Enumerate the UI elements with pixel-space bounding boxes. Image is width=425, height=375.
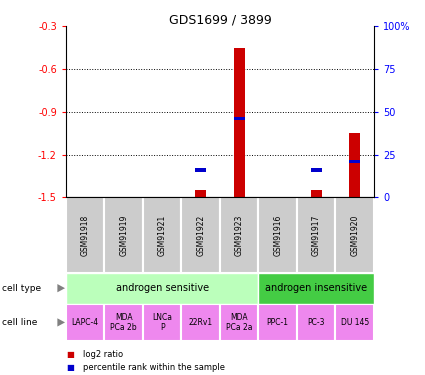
Text: GSM91918: GSM91918 bbox=[81, 214, 90, 256]
Bar bbox=[181, 304, 220, 341]
Bar bbox=[220, 304, 258, 341]
Bar bbox=[297, 198, 335, 273]
Text: LAPC-4: LAPC-4 bbox=[71, 318, 99, 327]
Text: GSM91921: GSM91921 bbox=[158, 214, 167, 256]
Text: LNCa
P: LNCa P bbox=[152, 313, 172, 332]
Bar bbox=[195, 190, 206, 198]
Bar bbox=[335, 198, 374, 273]
Text: androgen sensitive: androgen sensitive bbox=[116, 283, 209, 293]
Bar bbox=[195, 168, 206, 172]
Bar bbox=[143, 304, 181, 341]
Text: GSM91919: GSM91919 bbox=[119, 214, 128, 256]
Bar bbox=[181, 198, 220, 273]
Text: PPC-1: PPC-1 bbox=[267, 318, 289, 327]
Bar bbox=[234, 48, 245, 198]
Text: ■: ■ bbox=[66, 363, 74, 372]
Bar bbox=[220, 198, 258, 273]
Bar bbox=[258, 273, 374, 304]
Text: log2 ratio: log2 ratio bbox=[83, 350, 123, 359]
Bar bbox=[311, 168, 322, 172]
Text: PC-3: PC-3 bbox=[307, 318, 325, 327]
Text: GSM91920: GSM91920 bbox=[350, 214, 359, 256]
Text: GSM91916: GSM91916 bbox=[273, 214, 282, 256]
Text: cell type: cell type bbox=[2, 284, 41, 292]
Text: GSM91922: GSM91922 bbox=[196, 214, 205, 256]
Bar bbox=[349, 160, 360, 163]
Bar bbox=[105, 304, 143, 341]
Bar bbox=[258, 198, 297, 273]
Text: GSM91923: GSM91923 bbox=[235, 214, 244, 256]
Title: GDS1699 / 3899: GDS1699 / 3899 bbox=[169, 13, 271, 26]
Bar bbox=[297, 304, 335, 341]
Bar bbox=[66, 304, 105, 341]
Bar bbox=[349, 133, 360, 198]
Text: 22Rv1: 22Rv1 bbox=[189, 318, 213, 327]
Text: MDA
PCa 2b: MDA PCa 2b bbox=[110, 313, 137, 332]
Text: androgen insensitive: androgen insensitive bbox=[265, 283, 367, 293]
Bar bbox=[311, 190, 322, 198]
Bar bbox=[105, 198, 143, 273]
Text: DU 145: DU 145 bbox=[340, 318, 369, 327]
Text: MDA
PCa 2a: MDA PCa 2a bbox=[226, 313, 252, 332]
Text: ■: ■ bbox=[66, 350, 74, 359]
Bar bbox=[258, 304, 297, 341]
Bar bbox=[143, 198, 181, 273]
Text: GSM91917: GSM91917 bbox=[312, 214, 321, 256]
Bar bbox=[335, 304, 374, 341]
Polygon shape bbox=[57, 284, 65, 292]
Bar bbox=[66, 273, 258, 304]
Bar bbox=[66, 198, 105, 273]
Text: cell line: cell line bbox=[2, 318, 37, 327]
Bar bbox=[234, 117, 245, 120]
Polygon shape bbox=[57, 318, 65, 327]
Text: percentile rank within the sample: percentile rank within the sample bbox=[83, 363, 225, 372]
